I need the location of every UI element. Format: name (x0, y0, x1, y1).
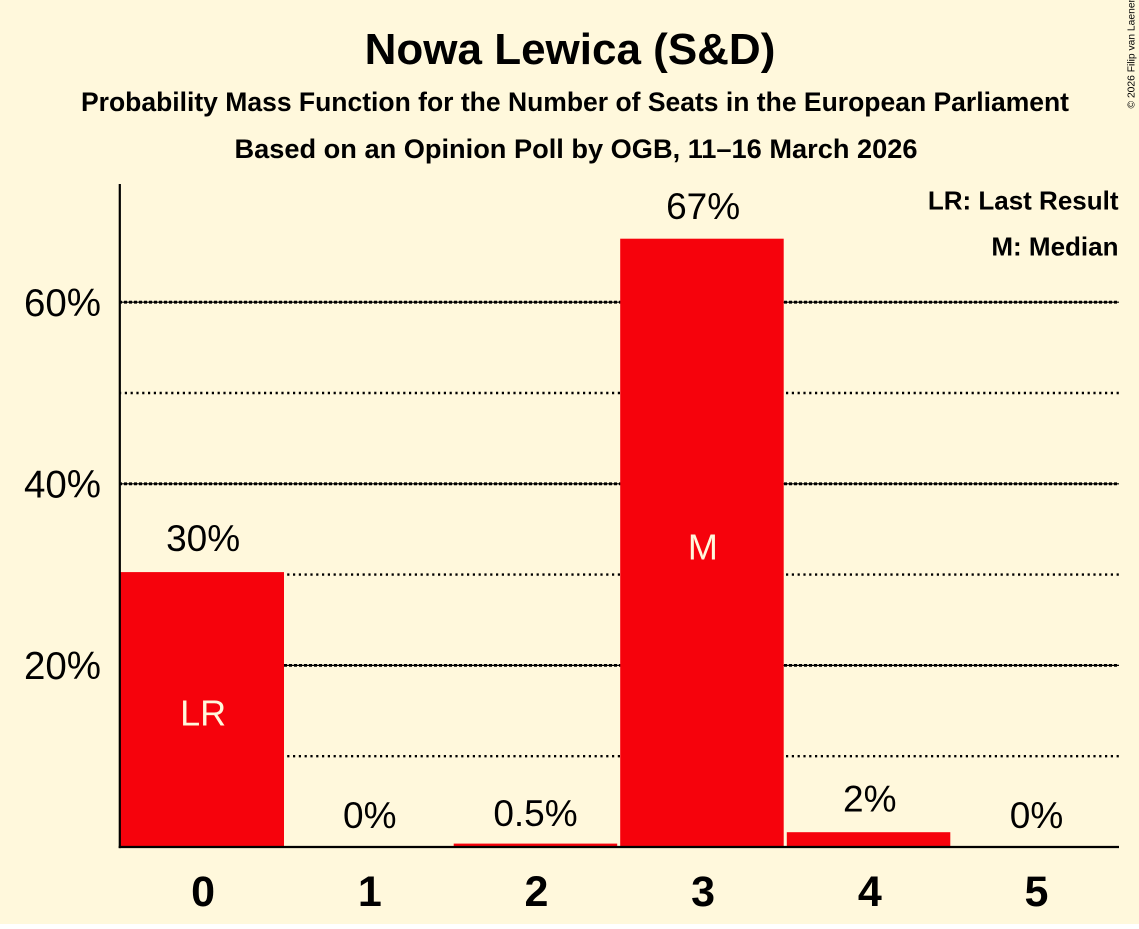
svg-text:Based on an Opinion Poll by OG: Based on an Opinion Poll by OGB, 11–16 M… (235, 133, 918, 164)
svg-text:2%: 2% (843, 778, 896, 819)
svg-text:5: 5 (1025, 868, 1049, 916)
svg-text:0.5%: 0.5% (493, 793, 577, 834)
svg-text:Probability Mass Function for: Probability Mass Function for the Number… (81, 87, 1069, 117)
svg-text:0%: 0% (1010, 795, 1063, 836)
svg-text:LR: Last Result: LR: Last Result (928, 186, 1119, 216)
svg-text:Nowa Lewica (S&D): Nowa Lewica (S&D) (365, 25, 776, 74)
svg-text:M: M (688, 526, 718, 567)
svg-text:40%: 40% (24, 464, 101, 507)
svg-text:M: Median: M: Median (991, 231, 1118, 261)
svg-text:© 2026 Filip van Laenen: © 2026 Filip van Laenen (1127, 0, 1138, 109)
svg-text:0: 0 (191, 868, 215, 916)
svg-text:60%: 60% (24, 282, 101, 325)
svg-text:30%: 30% (166, 518, 240, 559)
svg-text:67%: 67% (666, 186, 740, 227)
svg-text:1: 1 (358, 868, 382, 916)
svg-text:4: 4 (858, 868, 882, 916)
svg-text:20%: 20% (24, 645, 101, 688)
svg-text:2: 2 (525, 868, 549, 916)
svg-text:LR: LR (180, 692, 226, 733)
svg-text:0%: 0% (343, 795, 396, 836)
svg-text:3: 3 (691, 868, 715, 916)
